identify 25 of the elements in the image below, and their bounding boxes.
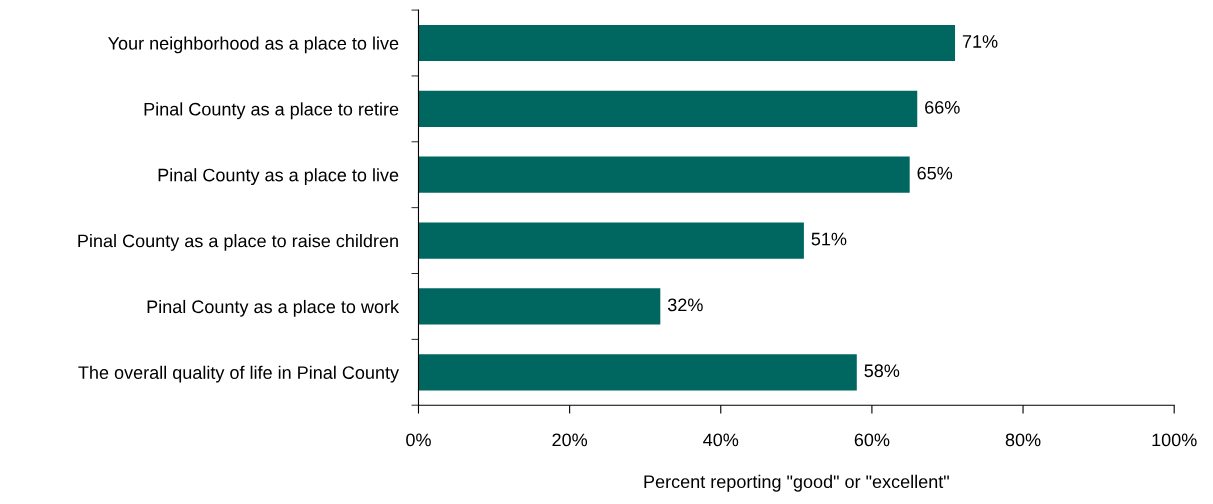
y-tick-label: The overall quality of life in Pinal County <box>78 365 400 383</box>
data-label: 65% <box>917 166 953 180</box>
data-label: 66% <box>925 100 960 114</box>
y-tick-label: Your neighborhood as a place to live <box>108 36 399 54</box>
bar <box>418 90 918 127</box>
data-label: 71% <box>962 35 998 48</box>
x-tick-label: 0% <box>406 433 431 447</box>
y-tick-label: Pinal County as a place to raise children <box>78 234 398 251</box>
y-tick-label: Pinal County as a place to work <box>147 299 400 317</box>
data-label: 58% <box>864 364 900 378</box>
x-tick-label: 60% <box>854 433 890 447</box>
bar <box>418 222 804 259</box>
x-axis-title: Percent reporting "good" or "excellent" <box>644 474 949 492</box>
y-tick-label: Pinal County as a place to retire <box>144 102 399 120</box>
x-tick-label: 100% <box>1152 433 1197 447</box>
x-tick-label: 20% <box>552 433 588 447</box>
bar <box>418 354 857 391</box>
bar <box>418 288 661 325</box>
bar <box>418 24 956 62</box>
data-label: 32% <box>667 298 703 312</box>
y-tick-label: Pinal County as a place to live <box>158 168 399 186</box>
bar <box>418 156 910 193</box>
x-tick-label: 80% <box>1005 433 1041 447</box>
data-label: 51% <box>811 232 847 246</box>
x-tick-label: 40% <box>703 433 739 447</box>
